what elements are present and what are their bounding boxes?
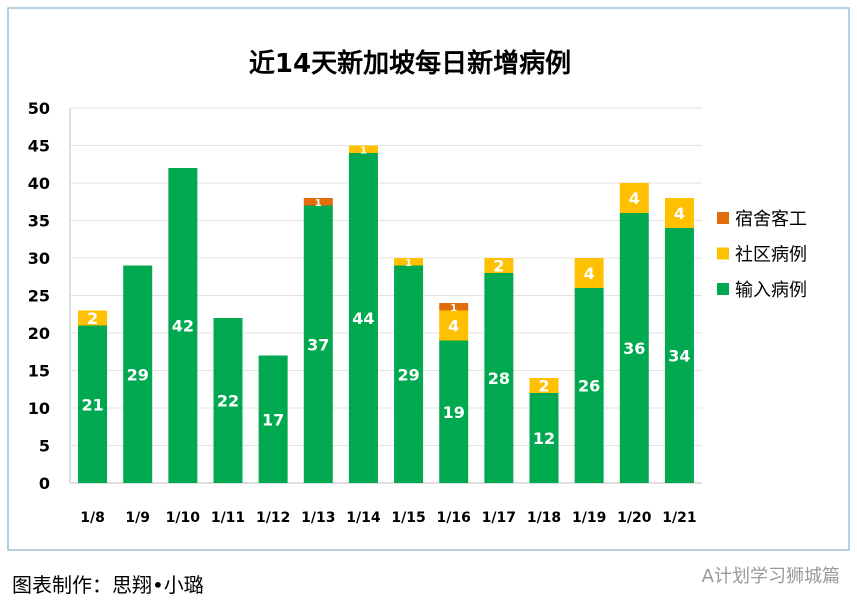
legend-label: 社区病例 (735, 245, 807, 266)
bar-segment (123, 265, 153, 483)
bar-segment (484, 273, 514, 483)
credit-text: 图表制作：思翔•小璐 (12, 573, 204, 597)
y-tick-label: 0 (39, 474, 50, 493)
data-label: 4 (584, 264, 595, 283)
data-label: 29 (127, 365, 149, 384)
bar-segment (168, 168, 198, 483)
watermark-text: A计划学习狮城篇 (702, 566, 840, 587)
bar-segment (574, 288, 604, 483)
bar-segment (439, 340, 469, 483)
x-tick-label: 1/14 (346, 510, 381, 526)
data-label: 2 (538, 377, 549, 396)
legend-swatch (717, 247, 729, 260)
y-tick-label: 5 (39, 437, 50, 456)
data-label: 1 (450, 303, 457, 314)
data-label: 1 (405, 258, 412, 269)
data-label: 28 (488, 369, 510, 388)
x-tick-label: 1/9 (125, 510, 150, 526)
data-label: 2 (493, 257, 504, 276)
chart-title: 近14天新加坡每日新增病例 (249, 48, 571, 79)
bar-segment (78, 325, 108, 483)
y-tick-label: 45 (28, 137, 50, 156)
data-label: 4 (448, 317, 459, 336)
data-label: 17 (262, 410, 284, 429)
data-label: 2 (87, 309, 98, 328)
x-tick-label: 1/21 (662, 510, 696, 526)
bar-segment (619, 213, 649, 483)
bar-segment (394, 258, 424, 266)
bar-segment (78, 310, 108, 326)
legend-label: 输入病例 (735, 280, 807, 301)
bar-segment (213, 318, 243, 483)
data-label: 1 (315, 198, 322, 209)
data-label: 29 (397, 365, 419, 384)
x-tick-label: 1/18 (527, 510, 561, 526)
x-tick-label: 1/20 (617, 510, 652, 526)
data-label: 21 (81, 395, 103, 414)
bar-segment (484, 258, 514, 273)
bar-segment (439, 310, 469, 341)
y-tick-label: 35 (28, 212, 50, 231)
data-label: 1 (360, 145, 367, 156)
y-tick-label: 50 (28, 99, 50, 118)
legend-swatch (717, 212, 729, 224)
y-tick-label: 15 (28, 362, 50, 381)
bar-segment (303, 198, 333, 206)
data-label: 42 (172, 317, 194, 336)
bar-segment (529, 393, 559, 483)
bar-segment (619, 183, 649, 213)
x-tick-label: 1/8 (80, 510, 105, 526)
bar-segment (574, 258, 604, 288)
bar-segment (348, 145, 378, 153)
bar-segment (439, 303, 469, 311)
x-tick-label: 1/11 (211, 510, 245, 526)
data-label: 36 (623, 339, 645, 358)
y-tick-label: 30 (28, 249, 50, 268)
bar-segment (303, 205, 333, 483)
x-tick-label: 1/10 (166, 510, 201, 526)
y-tick-label: 10 (28, 399, 50, 418)
bar-segment (664, 198, 694, 228)
bar-segment (394, 265, 424, 483)
data-label: 26 (578, 377, 600, 396)
x-tick-label: 1/12 (256, 510, 290, 526)
x-tick-label: 1/16 (437, 510, 471, 526)
data-label: 22 (217, 392, 239, 411)
x-tick-label: 1/17 (482, 510, 516, 526)
data-label: 34 (668, 347, 690, 366)
bar-segment (664, 228, 694, 483)
legend-swatch (717, 283, 729, 295)
data-label: 12 (533, 429, 555, 448)
bar-segment (529, 378, 559, 393)
y-tick-label: 40 (28, 174, 50, 193)
data-label: 19 (443, 403, 465, 422)
x-tick-label: 1/13 (301, 510, 335, 526)
y-tick-label: 20 (28, 324, 50, 343)
x-tick-label: 1/19 (572, 510, 606, 526)
data-label: 44 (352, 309, 374, 328)
bar-segment (348, 153, 378, 483)
data-label: 4 (674, 204, 685, 223)
x-tick-label: 1/15 (391, 510, 425, 526)
data-label: 37 (307, 335, 329, 354)
y-tick-label: 25 (28, 287, 50, 306)
data-label: 4 (629, 189, 640, 208)
bar-segment (258, 355, 288, 483)
legend-label: 宿舍客工 (735, 209, 807, 230)
